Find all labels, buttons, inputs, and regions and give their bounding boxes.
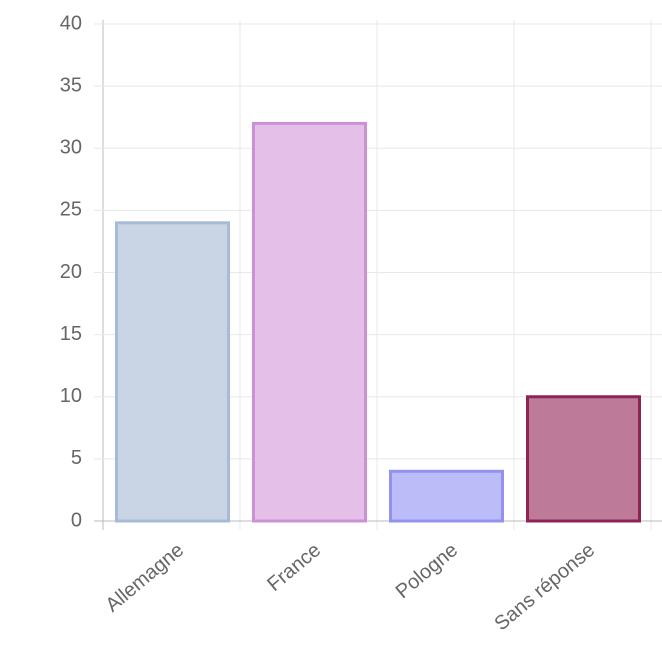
- y-tick-label: 40: [60, 12, 82, 34]
- bar: [115, 221, 230, 523]
- bar: [252, 121, 367, 523]
- x-tick-label: Allemagne: [102, 539, 189, 617]
- y-tick-label: 5: [71, 447, 82, 469]
- x-tick-label: Sans réponse: [490, 539, 599, 635]
- y-tick-label: 10: [60, 385, 82, 407]
- y-tick-label: 35: [60, 74, 82, 96]
- x-tick-label: Pologne: [392, 539, 462, 603]
- y-tick-label: 15: [60, 323, 82, 345]
- bar: [526, 395, 641, 523]
- y-tick-label: 25: [60, 199, 82, 221]
- bar: [389, 469, 504, 523]
- y-tick-label: 30: [60, 137, 82, 159]
- y-tick-label: 20: [60, 261, 82, 283]
- y-tick-label: 0: [71, 509, 82, 531]
- x-tick-label: France: [263, 539, 325, 596]
